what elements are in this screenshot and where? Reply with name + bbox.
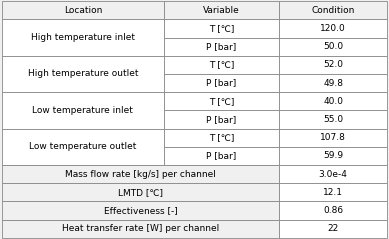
Bar bbox=[279, 56, 387, 74]
Bar bbox=[164, 92, 279, 110]
Bar bbox=[2, 92, 164, 129]
Bar bbox=[279, 1, 387, 19]
Text: Location: Location bbox=[64, 6, 102, 15]
Bar bbox=[279, 110, 387, 129]
Bar bbox=[164, 19, 279, 38]
Bar bbox=[279, 183, 387, 201]
Bar bbox=[164, 110, 279, 129]
Text: High temperature outlet: High temperature outlet bbox=[28, 70, 138, 78]
Bar bbox=[164, 1, 279, 19]
Bar bbox=[164, 129, 279, 147]
Text: 55.0: 55.0 bbox=[323, 115, 343, 124]
Bar bbox=[2, 183, 279, 201]
Text: T [℃]: T [℃] bbox=[209, 24, 234, 33]
Text: Variable: Variable bbox=[203, 6, 240, 15]
Text: 22: 22 bbox=[328, 224, 339, 233]
Bar bbox=[164, 56, 279, 74]
Bar bbox=[279, 74, 387, 92]
Bar bbox=[279, 38, 387, 56]
Text: P [bar]: P [bar] bbox=[206, 79, 237, 88]
Bar bbox=[2, 220, 279, 238]
Text: Heat transfer rate [W] per channel: Heat transfer rate [W] per channel bbox=[62, 224, 219, 233]
Text: High temperature inlet: High temperature inlet bbox=[31, 33, 135, 42]
Text: 120.0: 120.0 bbox=[320, 24, 346, 33]
Text: LMTD [℃]: LMTD [℃] bbox=[118, 188, 163, 197]
Bar bbox=[279, 201, 387, 220]
Text: 50.0: 50.0 bbox=[323, 42, 343, 51]
Bar bbox=[279, 129, 387, 147]
Bar bbox=[2, 56, 164, 92]
Bar bbox=[279, 92, 387, 110]
Text: 0.86: 0.86 bbox=[323, 206, 343, 215]
Bar bbox=[279, 19, 387, 38]
Text: Low temperature inlet: Low temperature inlet bbox=[32, 106, 133, 115]
Bar bbox=[2, 19, 164, 56]
Text: Low temperature outlet: Low temperature outlet bbox=[29, 142, 137, 151]
Text: 49.8: 49.8 bbox=[323, 79, 343, 88]
Text: T [℃]: T [℃] bbox=[209, 60, 234, 69]
Text: P [bar]: P [bar] bbox=[206, 115, 237, 124]
Bar bbox=[279, 165, 387, 183]
Bar bbox=[279, 220, 387, 238]
Bar bbox=[164, 74, 279, 92]
Text: Condition: Condition bbox=[312, 6, 355, 15]
Text: T [℃]: T [℃] bbox=[209, 133, 234, 142]
Text: Mass flow rate [kg/s] per channel: Mass flow rate [kg/s] per channel bbox=[65, 170, 216, 179]
Text: 107.8: 107.8 bbox=[320, 133, 346, 142]
Text: 52.0: 52.0 bbox=[323, 60, 343, 69]
Bar bbox=[164, 147, 279, 165]
Bar bbox=[2, 129, 164, 165]
Text: 59.9: 59.9 bbox=[323, 151, 343, 160]
Bar bbox=[279, 147, 387, 165]
Bar bbox=[164, 38, 279, 56]
Bar bbox=[2, 1, 164, 19]
Text: Effectiveness [-]: Effectiveness [-] bbox=[104, 206, 177, 215]
Text: 12.1: 12.1 bbox=[323, 188, 343, 197]
Bar bbox=[2, 165, 279, 183]
Bar bbox=[2, 201, 279, 220]
Text: 3.0e-4: 3.0e-4 bbox=[319, 170, 348, 179]
Text: T [℃]: T [℃] bbox=[209, 97, 234, 106]
Text: 40.0: 40.0 bbox=[323, 97, 343, 106]
Text: P [bar]: P [bar] bbox=[206, 42, 237, 51]
Text: P [bar]: P [bar] bbox=[206, 151, 237, 160]
